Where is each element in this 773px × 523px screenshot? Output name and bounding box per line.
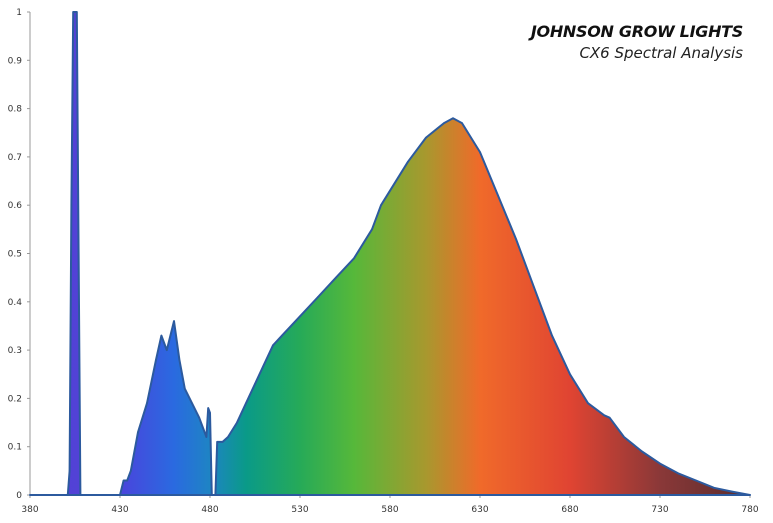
x-tick-label: 680 <box>561 505 578 515</box>
data-point <box>425 136 427 139</box>
data-point <box>227 436 229 438</box>
data-point <box>126 479 128 482</box>
data-point <box>70 204 73 206</box>
data-point <box>659 462 661 465</box>
data-point <box>119 494 121 496</box>
data-point <box>79 494 82 496</box>
x-tick-label: 630 <box>471 505 488 515</box>
data-point <box>380 204 382 206</box>
data-point <box>146 402 148 405</box>
y-tick-label: 0.9 <box>8 56 23 66</box>
data-point <box>461 122 463 124</box>
data-point <box>184 387 186 390</box>
data-point <box>173 320 175 322</box>
data-point <box>263 363 265 366</box>
data-point <box>695 479 697 482</box>
data-point <box>587 402 589 405</box>
data-point <box>623 436 625 438</box>
data-point <box>299 315 301 318</box>
y-tick-label: 0.6 <box>8 201 23 211</box>
data-point <box>166 349 168 351</box>
data-point <box>207 407 209 409</box>
data-point <box>67 494 69 496</box>
data-point <box>281 334 283 337</box>
y-tick-label: 0.3 <box>8 346 22 356</box>
data-point <box>77 252 80 255</box>
x-tick-label: 580 <box>381 505 398 515</box>
data-point <box>130 470 132 472</box>
data-point <box>603 414 605 417</box>
data-point <box>221 441 224 443</box>
x-tick-label: 530 <box>291 505 308 515</box>
data-point <box>608 416 611 419</box>
data-point <box>479 151 481 153</box>
spectrum-area <box>29 11 751 496</box>
data-point <box>245 402 247 405</box>
y-tick-label: 0.8 <box>8 105 23 115</box>
data-point <box>371 228 373 231</box>
x-tick-label: 430 <box>111 505 128 515</box>
y-tick-label: 0.1 <box>8 443 22 453</box>
data-point <box>452 117 454 120</box>
data-point <box>205 436 208 438</box>
data-point <box>72 11 74 13</box>
y-tick-label: 0.5 <box>8 250 22 260</box>
data-point <box>731 490 733 493</box>
data-point <box>29 494 31 496</box>
data-point <box>254 383 256 385</box>
data-point <box>317 296 319 298</box>
x-tick-label: 780 <box>741 505 758 515</box>
data-point <box>236 421 238 424</box>
x-tick-label: 480 <box>201 505 218 515</box>
data-point <box>407 160 409 163</box>
x-tick-label: 730 <box>651 505 668 515</box>
data-point <box>216 441 218 443</box>
data-point <box>551 334 553 337</box>
chart-title-block: JOHNSON GROW LIGHTS CX6 Spectral Analysi… <box>531 22 743 62</box>
data-point <box>272 344 274 347</box>
data-point <box>122 479 125 482</box>
data-point <box>497 194 499 197</box>
data-point <box>470 136 472 139</box>
data-point <box>641 450 643 453</box>
data-point <box>569 373 571 376</box>
x-tick-label: 380 <box>21 505 38 515</box>
data-point <box>533 286 535 289</box>
y-tick-label: 0.2 <box>8 394 22 404</box>
data-point <box>191 402 193 405</box>
y-tick-label: 0 <box>16 491 22 501</box>
data-point <box>178 358 181 361</box>
data-point <box>198 416 200 419</box>
data-point <box>169 334 172 337</box>
data-point <box>713 486 715 489</box>
data-point <box>76 11 78 13</box>
data-point <box>214 494 217 496</box>
y-tick-label: 0.4 <box>8 298 23 308</box>
data-point <box>160 334 163 337</box>
data-point <box>353 257 355 260</box>
chart-subtitle: CX6 Spectral Analysis <box>579 44 743 62</box>
data-point <box>515 238 517 240</box>
y-tick-label: 1 <box>16 8 22 18</box>
data-point <box>137 431 139 434</box>
data-point <box>443 122 445 124</box>
data-point <box>211 494 213 496</box>
data-point <box>389 189 391 192</box>
y-tick-label: 0.7 <box>8 153 22 163</box>
data-point <box>677 472 679 475</box>
chart-title: JOHNSON GROW LIGHTS <box>530 22 743 41</box>
data-point <box>155 358 157 361</box>
data-point <box>749 494 751 496</box>
data-point <box>68 470 71 472</box>
data-point <box>209 412 211 414</box>
data-point <box>335 276 337 279</box>
